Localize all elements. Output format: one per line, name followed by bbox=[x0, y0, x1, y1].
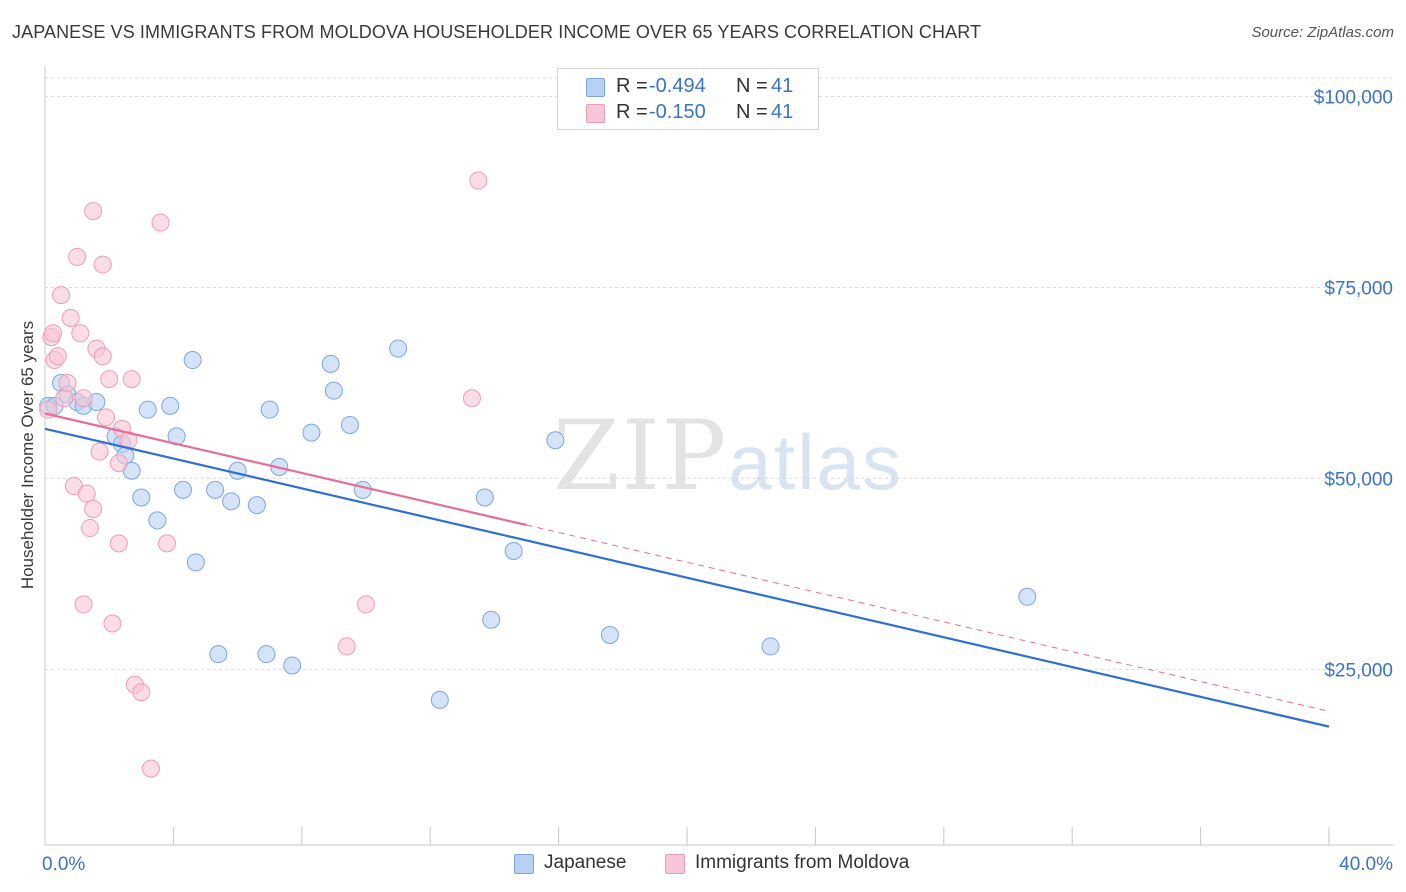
japanese-point bbox=[148, 511, 167, 530]
japanese-point bbox=[247, 496, 266, 515]
n-value: 41 bbox=[771, 101, 794, 123]
japanese-point bbox=[504, 541, 523, 560]
r-label: R = bbox=[616, 75, 648, 97]
moldova-point bbox=[68, 247, 87, 266]
moldova-swatch bbox=[665, 854, 685, 874]
moldova-point bbox=[93, 255, 112, 274]
moldova-swatch bbox=[586, 104, 605, 123]
moldova-point bbox=[48, 347, 67, 366]
japanese-point bbox=[209, 645, 228, 664]
japanese-point bbox=[132, 488, 151, 507]
japanese-point bbox=[206, 480, 225, 499]
moldova-point bbox=[44, 324, 63, 343]
moldova-point bbox=[61, 309, 80, 328]
moldova-point bbox=[337, 637, 356, 656]
watermark-zip: ZIP bbox=[553, 400, 729, 512]
moldova-point bbox=[84, 499, 103, 518]
japanese-point bbox=[761, 637, 780, 656]
japanese-point bbox=[302, 423, 321, 442]
japanese-point bbox=[430, 690, 449, 709]
y-tick-label: $100,000 bbox=[1314, 88, 1393, 109]
japanese-point bbox=[283, 656, 302, 675]
point-layer bbox=[39, 171, 1037, 778]
moldova-point bbox=[84, 202, 103, 221]
r-value: -0.494 bbox=[649, 75, 706, 97]
moldova-point bbox=[357, 595, 375, 614]
r-label: R = bbox=[616, 101, 648, 123]
moldova-point bbox=[77, 484, 96, 503]
moldova-point bbox=[469, 171, 488, 190]
japanese-point bbox=[353, 480, 372, 499]
japanese-point bbox=[475, 488, 494, 507]
moldova-point bbox=[100, 370, 119, 389]
moldova-point bbox=[74, 595, 93, 614]
japanese-point bbox=[257, 645, 276, 664]
japanese-point bbox=[482, 610, 501, 629]
japanese-point bbox=[600, 625, 619, 644]
japanese-point bbox=[260, 400, 279, 419]
moldova-point bbox=[71, 324, 90, 343]
series-legend: Japanese Immigrants from Moldova bbox=[0, 852, 1406, 876]
source-label: Source: ZipAtlas.com bbox=[1251, 24, 1394, 41]
moldova-point bbox=[151, 213, 170, 232]
moldova-point bbox=[58, 373, 77, 392]
japanese-point bbox=[186, 553, 205, 572]
watermark-atlas: atlas bbox=[728, 418, 903, 506]
moldova-point bbox=[103, 614, 122, 633]
moldova-point bbox=[109, 534, 128, 553]
x-tick-label: 0.0% bbox=[42, 854, 85, 875]
japanese-point bbox=[1018, 587, 1037, 606]
n-value: 41 bbox=[771, 75, 794, 97]
moldova-point bbox=[74, 389, 93, 408]
y-tick-label: $25,000 bbox=[1324, 660, 1393, 681]
japanese-trend-line bbox=[44, 427, 1330, 728]
legend-label: Immigrants from Moldova bbox=[695, 852, 910, 873]
moldova-trend-line bbox=[44, 412, 527, 527]
y-tick-label: $75,000 bbox=[1324, 278, 1393, 299]
r-value: -0.150 bbox=[649, 101, 706, 123]
moldova-trend-extension bbox=[526, 524, 1330, 712]
moldova-point bbox=[90, 442, 109, 461]
moldova-point bbox=[55, 389, 74, 408]
moldova-point bbox=[39, 400, 58, 419]
correlation-legend: R = -0.494 N = 41 R = -0.150 N = 41 bbox=[557, 68, 819, 130]
moldova-point bbox=[80, 519, 99, 538]
japanese-swatch bbox=[586, 78, 605, 97]
x-tick-label: 40.0% bbox=[1339, 854, 1393, 875]
moldova-point bbox=[96, 408, 115, 427]
japanese-point bbox=[138, 400, 157, 419]
japanese-point bbox=[340, 415, 359, 434]
n-label: N = bbox=[736, 75, 768, 97]
watermark: ZIPatlas bbox=[553, 400, 903, 512]
label-layer: $25,000 $50,000 $75,000 $100,000 0.0% 40.0% bbox=[42, 88, 1393, 875]
moldova-point bbox=[52, 286, 71, 305]
japanese-point bbox=[389, 339, 408, 358]
japanese-point bbox=[546, 431, 565, 450]
moldova-point bbox=[157, 534, 176, 553]
trend-layer bbox=[44, 412, 1330, 728]
moldova-point bbox=[122, 370, 141, 389]
moldova-point bbox=[132, 683, 151, 702]
grid-layer bbox=[45, 77, 1393, 670]
japanese-point bbox=[228, 461, 247, 480]
n-label: N = bbox=[736, 101, 768, 123]
japanese-point bbox=[321, 354, 340, 373]
japanese-point bbox=[183, 351, 202, 370]
y-tick-label: $50,000 bbox=[1324, 469, 1393, 490]
japanese-point bbox=[222, 492, 241, 511]
moldova-point bbox=[141, 759, 160, 778]
legend-label: Japanese bbox=[544, 852, 627, 873]
japanese-point bbox=[161, 396, 180, 415]
japanese-point bbox=[324, 381, 343, 400]
japanese-swatch bbox=[514, 854, 534, 874]
japanese-point bbox=[174, 480, 193, 499]
chart-title: JAPANESE VS IMMIGRANTS FROM MOLDOVA HOUS… bbox=[12, 22, 982, 42]
moldova-point bbox=[109, 454, 128, 473]
moldova-point bbox=[462, 389, 481, 408]
moldova-point bbox=[93, 347, 112, 366]
axis-layer bbox=[44, 66, 1393, 846]
